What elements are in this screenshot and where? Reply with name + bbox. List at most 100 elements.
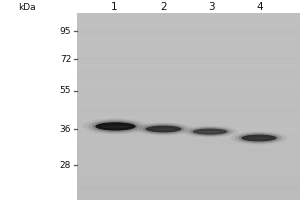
Bar xyxy=(76,25,300,27)
Bar xyxy=(76,151,300,153)
Ellipse shape xyxy=(238,133,279,143)
Bar xyxy=(76,85,300,88)
Bar xyxy=(76,165,300,167)
Bar xyxy=(76,172,300,174)
Ellipse shape xyxy=(143,124,184,134)
Bar xyxy=(76,191,300,193)
Bar xyxy=(76,111,300,114)
Bar xyxy=(76,116,300,118)
Bar xyxy=(76,15,300,18)
Text: 1: 1 xyxy=(111,2,117,12)
Ellipse shape xyxy=(95,122,136,131)
Bar xyxy=(76,71,300,74)
Ellipse shape xyxy=(151,128,176,131)
Bar xyxy=(76,81,300,83)
Bar xyxy=(76,53,300,55)
Bar xyxy=(76,139,300,142)
Bar xyxy=(76,95,300,97)
Text: 95: 95 xyxy=(60,26,71,36)
Bar xyxy=(76,88,300,90)
Text: 4: 4 xyxy=(256,2,263,12)
Bar xyxy=(76,186,300,188)
Ellipse shape xyxy=(231,131,287,145)
Ellipse shape xyxy=(235,132,283,144)
Bar xyxy=(76,78,300,81)
Text: 72: 72 xyxy=(60,54,71,64)
Bar xyxy=(76,64,300,67)
Bar xyxy=(76,43,300,46)
Bar xyxy=(76,135,300,137)
Bar xyxy=(76,13,300,200)
Bar xyxy=(76,158,300,160)
Text: kDa: kDa xyxy=(18,2,36,11)
Bar xyxy=(76,90,300,92)
Bar xyxy=(76,92,300,95)
Bar xyxy=(76,114,300,116)
Bar xyxy=(76,97,300,99)
Bar xyxy=(76,39,300,41)
Bar xyxy=(76,62,300,64)
Bar xyxy=(76,22,300,25)
Bar xyxy=(76,46,300,48)
Bar xyxy=(76,198,300,200)
Text: 55: 55 xyxy=(60,86,71,95)
Bar xyxy=(76,18,300,20)
Bar xyxy=(76,160,300,163)
Bar xyxy=(76,50,300,53)
Bar xyxy=(76,125,300,128)
Bar xyxy=(76,156,300,158)
Ellipse shape xyxy=(92,121,139,132)
Bar xyxy=(76,144,300,146)
Ellipse shape xyxy=(88,120,143,133)
Bar xyxy=(76,34,300,36)
Bar xyxy=(76,132,300,135)
Bar xyxy=(76,142,300,144)
Bar xyxy=(76,137,300,139)
Ellipse shape xyxy=(190,127,230,136)
Ellipse shape xyxy=(198,131,222,133)
Bar xyxy=(76,109,300,111)
Bar xyxy=(76,163,300,165)
Ellipse shape xyxy=(101,125,130,128)
Bar xyxy=(76,83,300,85)
Ellipse shape xyxy=(83,118,148,134)
Bar xyxy=(76,99,300,102)
Bar xyxy=(76,74,300,76)
Bar xyxy=(76,174,300,177)
Ellipse shape xyxy=(135,122,192,136)
Ellipse shape xyxy=(146,126,182,132)
Bar xyxy=(76,146,300,149)
Bar xyxy=(76,167,300,170)
Bar xyxy=(76,41,300,43)
Bar xyxy=(76,20,300,22)
Bar xyxy=(76,29,300,32)
Ellipse shape xyxy=(193,129,227,135)
Text: 2: 2 xyxy=(160,2,167,12)
Bar xyxy=(76,48,300,50)
Bar xyxy=(76,55,300,57)
Text: 3: 3 xyxy=(208,2,215,12)
Ellipse shape xyxy=(187,127,233,136)
Bar xyxy=(76,27,300,29)
Text: 28: 28 xyxy=(60,160,71,170)
Bar xyxy=(76,32,300,34)
Bar xyxy=(76,177,300,179)
Bar xyxy=(76,121,300,123)
Bar xyxy=(76,123,300,125)
Ellipse shape xyxy=(247,137,271,140)
Ellipse shape xyxy=(139,123,188,135)
Bar xyxy=(76,60,300,62)
Bar xyxy=(76,149,300,151)
Text: 36: 36 xyxy=(60,124,71,134)
Bar xyxy=(76,195,300,198)
Bar xyxy=(76,193,300,195)
Bar xyxy=(76,104,300,106)
Bar xyxy=(76,69,300,71)
Bar xyxy=(76,130,300,132)
Bar xyxy=(76,57,300,60)
Bar xyxy=(76,36,300,39)
Bar xyxy=(76,13,300,15)
Bar xyxy=(76,188,300,191)
Ellipse shape xyxy=(241,135,277,141)
Bar xyxy=(76,67,300,69)
